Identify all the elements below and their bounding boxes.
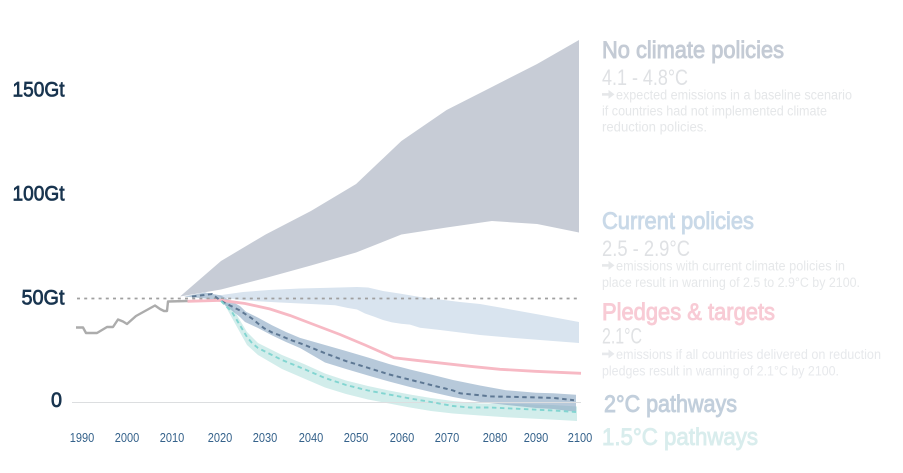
- svg-text:reduction policies.: reduction policies.: [602, 120, 707, 135]
- svg-text:100Gt: 100Gt: [13, 182, 65, 206]
- svg-text:2080: 2080: [483, 430, 508, 445]
- svg-text:2070: 2070: [435, 430, 460, 445]
- svg-text:2060: 2060: [390, 430, 415, 445]
- svg-text:2°C pathways: 2°C pathways: [604, 391, 737, 418]
- svg-text:2040: 2040: [299, 430, 324, 445]
- svg-text:2000: 2000: [115, 430, 140, 445]
- svg-text:2.1°C: 2.1°C: [602, 324, 642, 349]
- svg-text:2020: 2020: [208, 430, 233, 445]
- svg-text:4.1 - 4.8°C: 4.1 - 4.8°C: [602, 65, 688, 90]
- svg-text:expected emissions in a baseli: expected emissions in a baseline scenari…: [616, 88, 852, 103]
- svg-text:1990: 1990: [70, 430, 95, 445]
- svg-text:1.5°C pathways: 1.5°C pathways: [602, 424, 758, 451]
- svg-text:No climate policies: No climate policies: [602, 37, 784, 64]
- svg-text:2100: 2100: [568, 430, 593, 445]
- svg-text:Pledges & targets: Pledges & targets: [602, 299, 775, 326]
- svg-text:emissions with current climate: emissions with current climate policies …: [616, 259, 845, 274]
- svg-text:2030: 2030: [253, 430, 278, 445]
- svg-text:2.5 - 2.9°C: 2.5 - 2.9°C: [602, 236, 690, 261]
- svg-text:emissions if all countries del: emissions if all countries delivered on …: [616, 347, 881, 362]
- svg-text:50Gt: 50Gt: [22, 286, 65, 310]
- svg-text:2050: 2050: [344, 430, 369, 445]
- svg-text:place result in warning of 2.5: place result in warning of 2.5 to 2.9°C …: [602, 275, 860, 290]
- svg-text:pledges result in warning of 2: pledges result in warning of 2.1°C by 21…: [602, 364, 839, 379]
- svg-text:2090: 2090: [524, 430, 549, 445]
- svg-text:Current policies: Current policies: [602, 208, 754, 235]
- svg-text:150Gt: 150Gt: [13, 78, 65, 102]
- svg-text:if countries had not implement: if countries had not implemented climate: [602, 104, 827, 119]
- svg-text:0: 0: [51, 388, 62, 412]
- svg-text:2010: 2010: [160, 430, 185, 445]
